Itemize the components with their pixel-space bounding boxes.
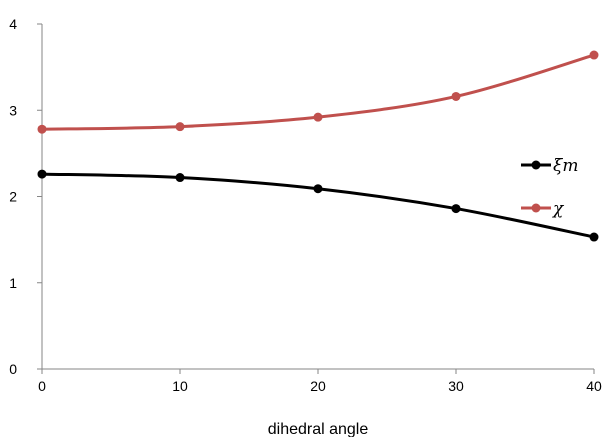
legend-item-1: ξm: [521, 156, 578, 176]
series-2-point: [451, 91, 461, 101]
x-tick-label: 10: [172, 378, 188, 394]
x-axis-title: dihedral angle: [268, 421, 369, 437]
series-2-point: [313, 112, 323, 122]
series-1-point: [175, 173, 185, 183]
series-1-point: [313, 184, 323, 194]
y-tick-label: 0: [9, 361, 17, 377]
legend-item-2: χ: [521, 199, 565, 219]
series-1-point: [451, 204, 461, 214]
series-group: [37, 50, 599, 242]
series-1-point: [589, 232, 599, 242]
legend-label: χ: [552, 199, 565, 219]
legend-marker: [531, 160, 541, 170]
series-1-line: [41, 172, 595, 239]
legend-label: ξm: [553, 156, 578, 176]
series-1-point: [37, 169, 47, 179]
series-2-point: [37, 124, 47, 134]
series-2: [37, 50, 599, 134]
y-tick-label: 3: [9, 102, 17, 118]
axes: [37, 23, 595, 374]
series-1: [37, 169, 599, 242]
y-tick-label: 2: [9, 189, 17, 205]
y-tick-label: 1: [9, 275, 17, 291]
y-tick-label: 4: [9, 16, 17, 32]
x-tick-label: 20: [310, 378, 326, 394]
legend: ξm χ: [521, 156, 578, 219]
x-tick-label: 30: [448, 378, 464, 394]
x-tick-label: 0: [38, 378, 46, 394]
series-2-point: [175, 122, 185, 132]
series-2-point: [589, 50, 599, 60]
legend-marker: [531, 203, 541, 213]
x-tick-label: 40: [586, 378, 602, 394]
